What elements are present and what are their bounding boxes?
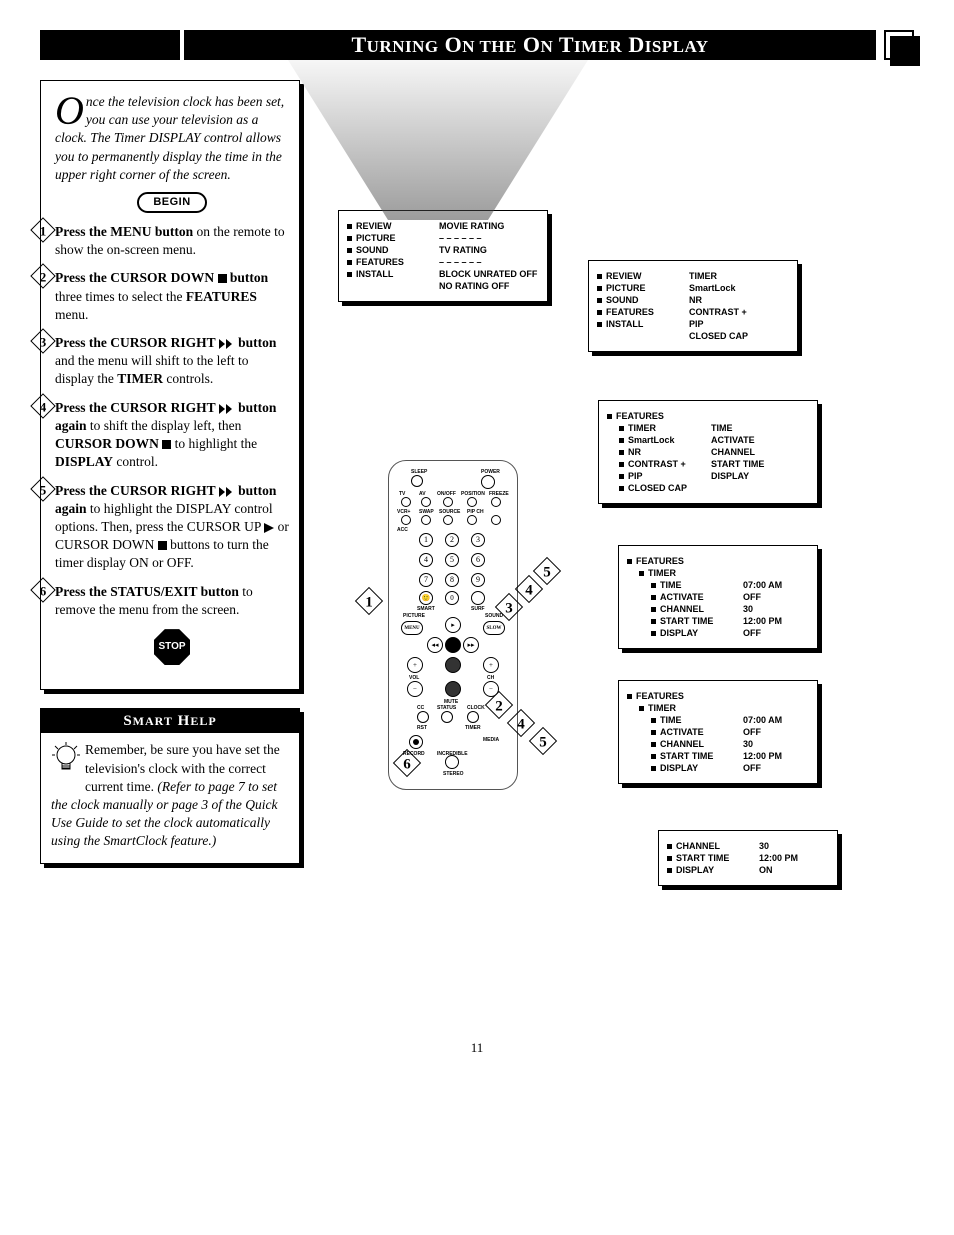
callout-3: 3 [498,596,520,618]
num-1-button[interactable]: 1 [419,533,433,547]
header-right-box [884,30,914,60]
pipch-button-l[interactable] [467,515,477,525]
dropcap: O [55,95,84,127]
pipch-button-r[interactable] [491,515,501,525]
callout-4a: 4 [518,578,540,600]
tv-button[interactable] [401,497,411,507]
label-media: MEDIA [483,737,499,743]
num-8-button[interactable]: 8 [445,573,459,587]
tv-projection-icon [288,60,588,240]
num-6-button[interactable]: 6 [471,553,485,567]
swap-button[interactable] [421,515,431,525]
callout-2: 2 [488,694,510,716]
instruction-panel: O nce the television clock has been set,… [40,80,300,690]
begin-pill: BEGIN [137,192,207,213]
callout-5b: 5 [532,730,554,752]
freeze-button[interactable] [491,497,501,507]
label-incredible: INCREDIBLE [437,751,468,757]
osd-menu-3: FEATURESTIMERTIMESmartLockACTIVATENRCHAN… [598,400,818,504]
label-vcr: VCR+ [397,509,410,515]
label-sleep: SLEEP [411,469,427,475]
label-surf: SURF [471,606,485,612]
vcr-button[interactable] [401,515,411,525]
record-button[interactable] [409,735,423,749]
num-2-button[interactable]: 2 [445,533,459,547]
cursor-right-button[interactable]: ▸▸ [463,637,479,653]
step-2: 2Press the CURSOR DOWN button three time… [55,269,289,324]
label-stereo: STEREO [443,771,464,777]
onoff-button[interactable] [443,497,453,507]
osd-menu-6: CHANNEL30START TIME12:00 PMDISPLAYON [658,830,838,886]
slow-button[interactable]: SLOW [483,621,505,635]
osd-menu-2: REVIEWTIMERPICTURESmartLockSOUNDNRFEATUR… [588,260,798,352]
stereo-button[interactable] [445,755,459,769]
callout-1: 1 [358,590,380,612]
smart-help-title: SMART HELP [41,709,299,733]
label-pipch: PIP CH [467,509,484,515]
num-5-button[interactable]: 5 [445,553,459,567]
osd-menu-4: FEATURESTIMERTIME07:00 AMACTIVATEOFFCHAN… [618,545,818,649]
cursor-up-button[interactable]: ▸ [445,617,461,633]
label-freeze: FREEZE [489,491,509,497]
vol-up-button[interactable]: + [407,657,423,673]
label-rst: RST [417,725,427,731]
cursor-center-button[interactable] [445,637,461,653]
position-button[interactable] [467,497,477,507]
surf-button[interactable] [471,591,485,605]
av-button[interactable] [421,497,431,507]
source-button[interactable] [443,515,453,525]
step-6: 6Press the STATUS/EXIT button to remove … [55,583,289,619]
remote-control: SLEEP POWER TV AV ON/OFF POSITION FREEZE… [388,460,518,790]
num-9-button[interactable]: 9 [471,573,485,587]
page-header: TURNING ON THE ON TIMER DISPLAY [40,30,914,60]
num-7-button[interactable]: 7 [419,573,433,587]
step-5: 5Press the CURSOR RIGHT button again to … [55,482,289,573]
osd-menu-5: FEATURESTIMERTIME07:00 AMACTIVATEOFFCHAN… [618,680,818,784]
num-3-button[interactable]: 3 [471,533,485,547]
clock-button[interactable] [467,711,479,723]
page-number: 11 [40,1040,914,1056]
label-clock: CLOCK [467,705,485,711]
intro-paragraph: O nce the television clock has been set,… [55,93,289,184]
page-title: TURNING ON THE ON TIMER DISPLAY [184,30,876,60]
stop-octagon: STOP [154,629,190,665]
label-smart: SMART [417,606,435,612]
label-source: SOURCE [439,509,460,515]
vol-down-button[interactable]: − [407,681,423,697]
ch-up-button[interactable]: + [483,657,499,673]
label-acc: ACC [397,527,408,533]
callout-4b: 4 [510,712,532,734]
smart-button[interactable]: 🙂 [419,591,433,605]
callout-6: 6 [396,752,418,774]
num-4-button[interactable]: 4 [419,553,433,567]
diagram-area: REVIEWMOVIE RATINGPICTURE– – – – – –SOUN… [318,80,914,960]
smart-help-body: Remember, be sure you have set the telev… [41,733,299,862]
header-left-block [40,30,180,60]
cc-button[interactable] [417,711,429,723]
num-0-button[interactable]: 0 [445,591,459,605]
step-1: 1Press the MENU button on the remote to … [55,223,289,259]
lightbulb-icon [51,741,81,781]
cursor-left-button[interactable]: ◂◂ [427,637,443,653]
status-button[interactable] [441,711,453,723]
step-4: 4Press the CURSOR RIGHT button again to … [55,399,289,472]
label-picture: PICTURE [403,613,425,619]
label-power: POWER [481,469,500,475]
step-3: 3Press the CURSOR RIGHT button and the m… [55,334,289,389]
label-timer: TIMER [465,725,481,731]
mute-button[interactable] [445,681,461,697]
power-button[interactable] [481,475,495,489]
menu-button[interactable]: MENU [401,621,423,635]
intro-text: nce the television clock has been set, y… [55,94,284,182]
cursor-down-button[interactable] [445,657,461,673]
sleep-button[interactable] [411,475,423,487]
smart-help-box: SMART HELP Remember, [40,708,300,864]
